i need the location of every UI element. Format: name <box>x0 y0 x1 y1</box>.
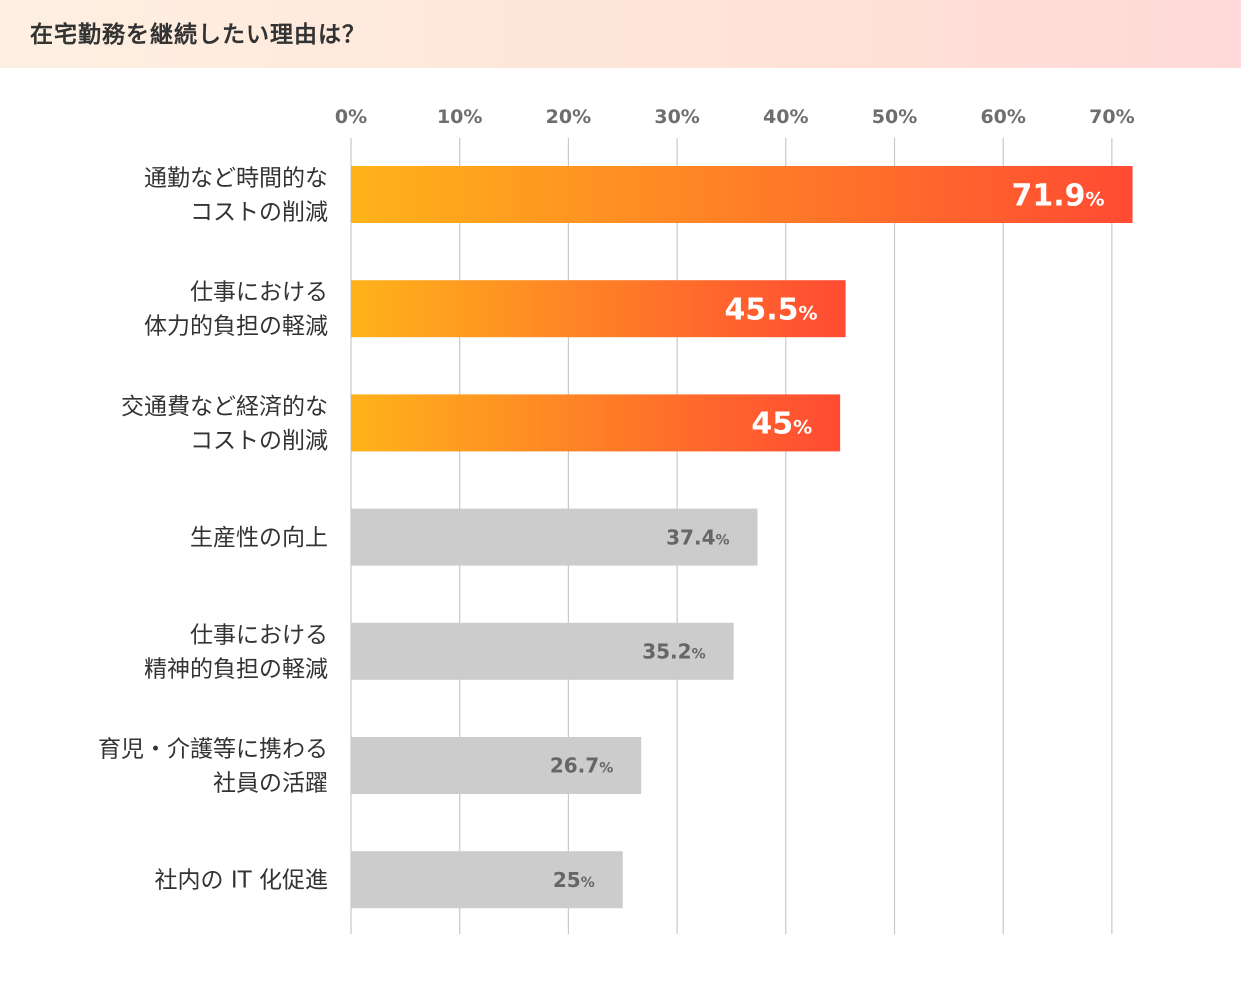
bar <box>351 851 623 909</box>
category-label: コストの削減 <box>190 428 328 454</box>
x-tick-label: 20% <box>546 106 591 128</box>
category-labels: 通勤など時間的なコストの削減仕事における体力的負担の軽減交通費など経済的なコスト… <box>98 166 328 894</box>
bar-value-unit: % <box>793 417 812 439</box>
category-label: 社内の IT 化促進 <box>155 868 328 894</box>
bar-value-number: 37.4 <box>666 525 715 549</box>
chart-title: 在宅勤務を継続したい理由は？ <box>30 22 366 48</box>
bar-value-unit: % <box>1086 188 1105 210</box>
bar-value-label: 37.4% <box>666 525 729 549</box>
bar-value-label: 45% <box>751 407 812 442</box>
x-axis-ticks: 0% 10% 20% 30% 40% 50% 60% 70% <box>335 106 1135 128</box>
x-tick-label: 10% <box>437 106 482 128</box>
category-label: コストの削減 <box>190 200 328 226</box>
bar-value-unit: % <box>716 532 730 548</box>
bar-value-unit: % <box>692 647 706 663</box>
bar <box>351 280 846 338</box>
bar-value-number: 35.2 <box>642 640 691 664</box>
x-tick-label: 70% <box>1089 106 1134 128</box>
category-label: 育児・介護等に携わる <box>98 737 328 763</box>
bar-value-number: 25 <box>553 868 581 892</box>
x-tick-label: 0% <box>335 106 367 128</box>
category-label: 社員の活躍 <box>213 771 328 797</box>
bar <box>351 622 734 680</box>
title-bar: 在宅勤務を継続したい理由は？ <box>0 0 1241 68</box>
category-label: 通勤など時間的な <box>144 166 328 192</box>
bar <box>351 508 758 566</box>
x-tick-label: 50% <box>872 106 917 128</box>
bars: 71.9%45.5%45%37.4%35.2%26.7%25% <box>351 166 1133 909</box>
bar-value-unit: % <box>599 761 613 777</box>
bar-value-label: 71.9% <box>1011 178 1104 213</box>
bar-value-label: 45.5% <box>725 293 818 328</box>
bar-value-number: 71.9 <box>1011 178 1085 213</box>
bar-value-unit: % <box>581 875 595 891</box>
bar-value-label: 26.7% <box>550 754 613 778</box>
category-label: 精神的負担の軽減 <box>144 656 328 682</box>
category-label: 体力的負担の軽減 <box>144 314 328 340</box>
bar <box>351 394 841 452</box>
bar-value-unit: % <box>799 303 818 325</box>
bar-value-label: 25% <box>553 868 595 892</box>
category-label: 仕事における <box>190 280 328 306</box>
bar <box>351 737 642 794</box>
bar-value-number: 45 <box>751 407 793 442</box>
category-label: 仕事における <box>190 622 328 648</box>
bar <box>351 166 1133 223</box>
bar-value-label: 35.2% <box>642 640 705 664</box>
bar-value-number: 45.5 <box>725 293 799 328</box>
category-label: 交通費など経済的な <box>121 394 328 420</box>
x-tick-label: 60% <box>980 106 1025 128</box>
bar-value-number: 26.7 <box>550 754 599 778</box>
category-label: 生産性の向上 <box>190 525 328 551</box>
x-tick-label: 30% <box>654 106 699 128</box>
x-tick-label: 40% <box>763 106 808 128</box>
